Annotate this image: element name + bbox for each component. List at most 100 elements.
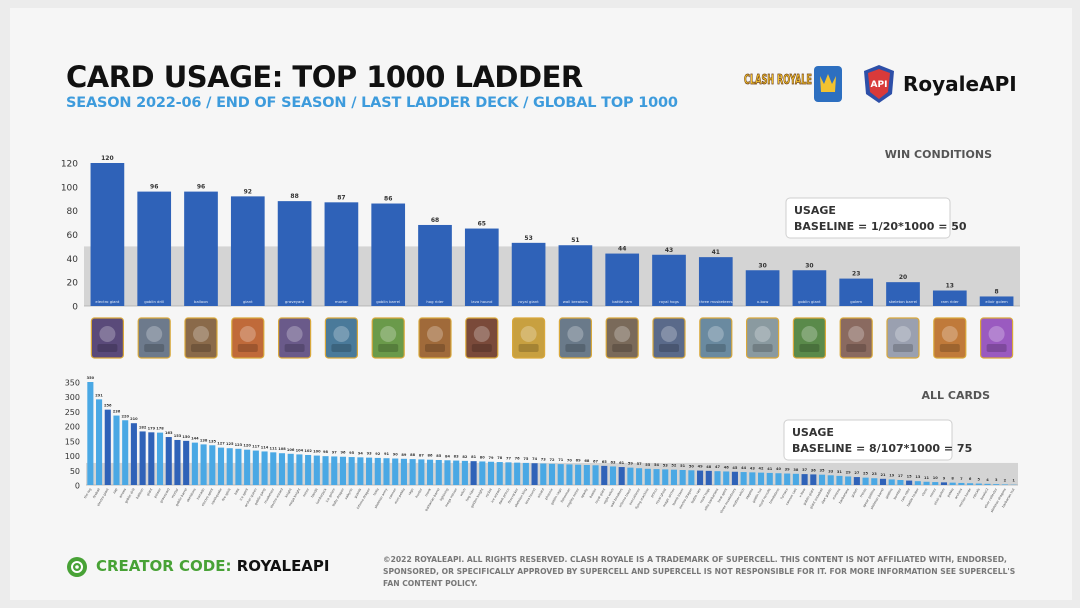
data-label: 43 — [750, 466, 756, 470]
data-label: 13 — [915, 475, 921, 479]
data-label: 39 — [785, 468, 791, 472]
category-label: ice spirit — [239, 487, 250, 501]
category-label: graveyard — [285, 299, 305, 304]
bar — [906, 480, 913, 485]
category-label: bandit — [310, 487, 319, 498]
card-icon-base — [846, 344, 867, 352]
bar — [845, 476, 852, 485]
card-icon-base — [565, 344, 586, 352]
category-label: battle ram — [612, 299, 632, 304]
category-label: hunter — [414, 487, 423, 499]
card-icon-face — [239, 326, 256, 342]
bar — [792, 473, 799, 485]
category-label: mortar — [170, 487, 179, 499]
data-label: 46 — [724, 465, 730, 469]
category-label: rage — [407, 487, 414, 495]
category-label: goblins — [884, 487, 893, 499]
data-label: 89 — [401, 453, 407, 457]
data-label: 15 — [907, 475, 913, 479]
data-label: 59 — [628, 462, 634, 466]
bar — [932, 290, 967, 306]
y-tick-label: 300 — [65, 393, 80, 402]
data-label: 79 — [489, 456, 495, 460]
bar — [670, 469, 677, 485]
bar — [714, 471, 721, 485]
bar — [886, 282, 920, 306]
data-label: 98 — [323, 450, 329, 454]
bar — [531, 463, 538, 485]
data-label: 70 — [567, 458, 573, 462]
category-label: goblin drill — [124, 487, 136, 504]
bar — [514, 462, 521, 485]
card-icon — [886, 317, 920, 359]
card-icon-face — [567, 326, 584, 342]
bar — [418, 224, 452, 306]
data-label: 86 — [428, 454, 434, 458]
y-tick-label: 40 — [67, 255, 79, 265]
category-label: balloon — [135, 488, 144, 500]
card-icon-base — [237, 344, 258, 352]
bar — [871, 478, 878, 485]
category-label: zap — [112, 488, 118, 495]
data-label: 33 — [828, 469, 834, 473]
data-label: 75 — [523, 457, 529, 461]
category-label: the log — [83, 488, 92, 500]
data-label: 1 — [1012, 479, 1015, 483]
bar — [418, 459, 425, 485]
card-icon-base — [284, 344, 305, 352]
bar — [792, 270, 827, 306]
category-label: goblin hut — [751, 487, 763, 504]
data-label: 10 — [933, 476, 939, 480]
bar — [113, 415, 120, 485]
card-icon-base — [378, 344, 399, 352]
data-label: 96 — [150, 184, 158, 191]
data-label: 111 — [270, 446, 278, 450]
data-label: 153 — [174, 434, 182, 438]
data-label: 72 — [549, 458, 555, 462]
data-label: 20 — [899, 274, 907, 281]
bar — [313, 455, 320, 485]
section-label: ALL CARDS — [922, 389, 991, 402]
data-label: 76 — [515, 457, 521, 461]
data-label: 125 — [226, 442, 234, 446]
data-label: 47 — [715, 465, 721, 469]
bar — [644, 468, 651, 485]
bar — [914, 481, 921, 485]
data-label: 80 — [480, 455, 486, 459]
bar — [557, 464, 564, 485]
bar — [757, 472, 765, 485]
page-subtitle: SEASON 2022-06 / END OF SEASON / LAST LA… — [66, 95, 678, 111]
data-label: 81 — [471, 455, 477, 459]
bar — [609, 466, 617, 485]
data-label: 50 — [689, 464, 695, 468]
data-label: 17 — [898, 474, 904, 478]
bar — [879, 478, 887, 485]
data-label: 68 — [431, 217, 439, 224]
bar — [148, 432, 155, 485]
data-label: 114 — [261, 445, 269, 449]
bar — [496, 462, 503, 485]
bar — [400, 458, 407, 485]
data-label: 53 — [524, 235, 532, 242]
category-label: giant — [243, 299, 253, 304]
category-label: freeze — [859, 487, 867, 498]
data-label: 92 — [244, 188, 252, 195]
card-icon-face — [801, 326, 818, 342]
data-label: 86 — [384, 196, 392, 203]
data-label: 45 — [732, 466, 738, 470]
baseline-band — [84, 246, 1020, 306]
data-label: 6 — [969, 477, 972, 481]
data-label: 40 — [776, 467, 782, 471]
bar — [810, 474, 817, 485]
y-tick-label: 350 — [65, 379, 80, 388]
bar — [461, 460, 468, 485]
bar — [427, 459, 434, 485]
clash-royale-logo: CLASH ROYALE — [744, 66, 842, 102]
bar — [122, 420, 129, 485]
data-label: 23 — [872, 472, 878, 476]
category-label: monk — [424, 487, 432, 497]
card-icon — [137, 317, 171, 359]
data-label: 88 — [410, 453, 416, 457]
bar — [156, 432, 164, 485]
bar — [888, 479, 895, 485]
